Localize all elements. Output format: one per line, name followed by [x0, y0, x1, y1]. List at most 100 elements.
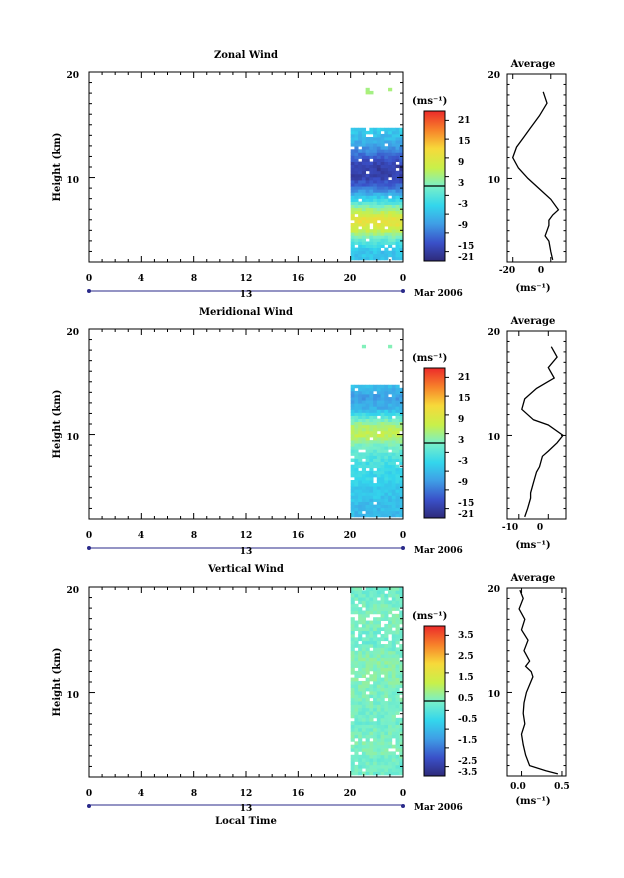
heatmap-cell [354, 610, 359, 615]
heatmap-cell [350, 633, 355, 638]
heatmap-cell [391, 186, 396, 190]
heatmap-cell [395, 697, 400, 702]
heatmap-cell [399, 219, 404, 224]
heatmap-cell [376, 486, 381, 490]
heatmap-cell [380, 424, 385, 429]
heatmap-cell [376, 143, 381, 147]
heatmap-cell [395, 731, 400, 736]
heatmap-cell [365, 501, 370, 505]
heatmap-cell [365, 186, 370, 190]
heatmap-cell [365, 633, 370, 638]
heatmap-cell [395, 136, 400, 141]
heatmap-cell [395, 473, 400, 478]
heatmap-cell [388, 727, 393, 732]
heatmap-cell [350, 654, 355, 658]
heatmap-cell [388, 470, 393, 475]
heatmap-cell [395, 446, 400, 450]
heatmap-cell [373, 727, 378, 732]
heatmap-cell [373, 143, 378, 147]
heatmap-cell [365, 507, 370, 512]
heatmap-cell [391, 744, 396, 749]
heatmap-cell [399, 421, 404, 426]
heatmap-cell [350, 489, 355, 493]
heatmap-cell [395, 421, 400, 426]
heatmap-cell [380, 758, 385, 762]
heatmap-cell [391, 130, 396, 135]
heatmap-cell [376, 476, 381, 481]
heatmap-cell [384, 731, 389, 736]
heatmap-cell [399, 452, 404, 456]
heatmap-cell [391, 501, 396, 505]
heatmap-cell [376, 250, 381, 255]
heatmap-cell [358, 504, 363, 509]
heatmap-cell [384, 427, 389, 432]
heatmap-cell [399, 498, 404, 502]
heatmap-cell [358, 406, 363, 410]
heatmap-cell [395, 424, 400, 429]
heatmap-cell [361, 204, 367, 209]
heatmap-cell [384, 644, 389, 648]
heatmap-cell [388, 647, 393, 652]
heatmap-cell [395, 164, 400, 169]
heatmap-cell [354, 623, 359, 628]
heatmap-cell [395, 507, 400, 512]
heatmap-cell [380, 486, 385, 490]
heatmap-cell [350, 731, 355, 736]
heatmap-cell [380, 647, 385, 652]
heatmap-cell [388, 455, 393, 459]
heatmap-cell [399, 183, 404, 187]
heatmap-cell [395, 433, 400, 438]
average-title: Average [510, 59, 556, 70]
heatmap-cell [384, 758, 389, 762]
heatmap-cell [373, 176, 378, 181]
meridional-wind-panel: Meridional Wind 20 10 Height (km) 0 4 8 … [52, 307, 567, 557]
heatmap-cell [350, 427, 355, 432]
heatmap-cell [361, 623, 367, 628]
heatmap-cell [388, 406, 393, 410]
heatmap-cell [369, 470, 374, 475]
heatmap-cell [380, 731, 385, 736]
heatmap-cell [391, 707, 396, 712]
heatmap-cell [399, 697, 404, 702]
heatmap-cell [399, 427, 404, 432]
heatmap-cell [373, 630, 378, 635]
date-label: Mar 2006 [414, 289, 463, 299]
heatmap-cell [376, 644, 381, 648]
heatmap-cell [369, 590, 374, 595]
heatmap-cell [388, 390, 393, 395]
colorbar-tick: 21 [458, 116, 471, 126]
heatmap-cell [350, 213, 355, 218]
heatmap-cell [365, 149, 370, 153]
heatmap-cell [373, 483, 378, 487]
heatmap-cell [388, 761, 393, 766]
heatmap-cell [391, 250, 396, 255]
heatmap-cell [380, 613, 385, 618]
heatmap-cell [354, 697, 359, 702]
heatmap-cell [376, 768, 381, 772]
heatmap-cell [388, 600, 393, 605]
y-axis-label: Height (km) [52, 133, 63, 202]
heatmap-cell [365, 247, 370, 252]
heatmap-cell [391, 189, 396, 193]
heatmap-cell [369, 458, 374, 462]
heatmap-cell [395, 133, 400, 138]
heatmap-cell [384, 603, 389, 608]
heatmap-cell [391, 247, 396, 252]
heatmap-cell [391, 406, 396, 410]
heatmap-cell [365, 513, 370, 518]
heatmap-cell [373, 247, 378, 252]
heatmap-cell [373, 443, 378, 447]
heatmap-cell [376, 593, 381, 598]
heatmap-cell [361, 421, 367, 426]
heatmap-cell [373, 737, 378, 742]
heatmap-cell [391, 510, 396, 515]
heatmap-cell [391, 192, 396, 196]
heatmap-cell [384, 607, 389, 611]
heatmap-cell [358, 674, 363, 678]
colorbar-tick: -21 [458, 253, 474, 263]
heatmap-cell [350, 600, 355, 605]
heatmap-cell [391, 587, 396, 591]
heatmap-cell [395, 393, 400, 398]
heatmap-cell [388, 140, 393, 144]
